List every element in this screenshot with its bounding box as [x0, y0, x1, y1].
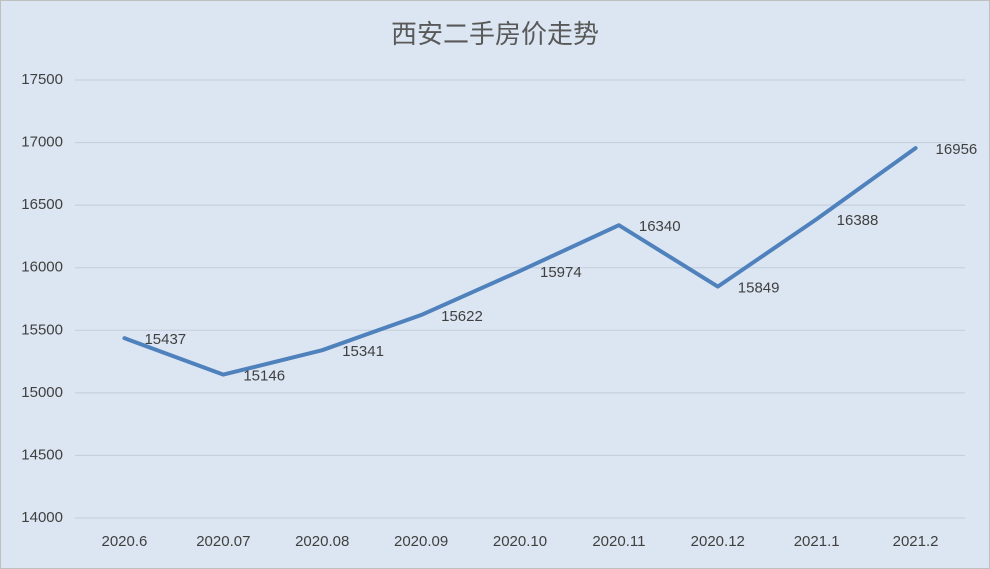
x-tick-label: 2021.2 — [893, 533, 939, 550]
chart-title: 西安二手房价走势 — [391, 20, 599, 50]
x-tick-label: 2020.07 — [196, 533, 250, 550]
data-label: 15622 — [441, 308, 483, 325]
y-tick-label: 17000 — [21, 134, 63, 151]
x-tick-label: 2021.1 — [794, 533, 840, 550]
y-tick-label: 17500 — [21, 71, 63, 88]
y-tick-label: 15500 — [21, 321, 63, 338]
y-tick-label: 14000 — [21, 509, 63, 526]
data-label: 15341 — [342, 343, 384, 360]
data-label: 15146 — [243, 368, 285, 385]
x-tick-label: 2020.10 — [493, 533, 547, 550]
data-label: 15849 — [738, 280, 780, 297]
data-label: 16388 — [837, 212, 879, 229]
x-tick-label: 2020.12 — [691, 533, 745, 550]
y-tick-label: 16500 — [21, 196, 63, 213]
data-label: 16340 — [639, 218, 681, 235]
data-label: 15974 — [540, 264, 582, 281]
line-series — [122, 146, 918, 377]
y-tick-label: 14500 — [21, 446, 63, 463]
x-tick-label: 2020.09 — [394, 533, 448, 550]
y-tick-label: 15000 — [21, 384, 63, 401]
x-tick-label: 2020.08 — [295, 533, 349, 550]
x-tick-label: 2020.6 — [101, 533, 147, 550]
x-tick-label: 2020.11 — [592, 533, 645, 550]
data-label: 15437 — [144, 331, 186, 348]
y-tick-label: 16000 — [21, 259, 63, 276]
data-label: 16956 — [936, 141, 978, 158]
